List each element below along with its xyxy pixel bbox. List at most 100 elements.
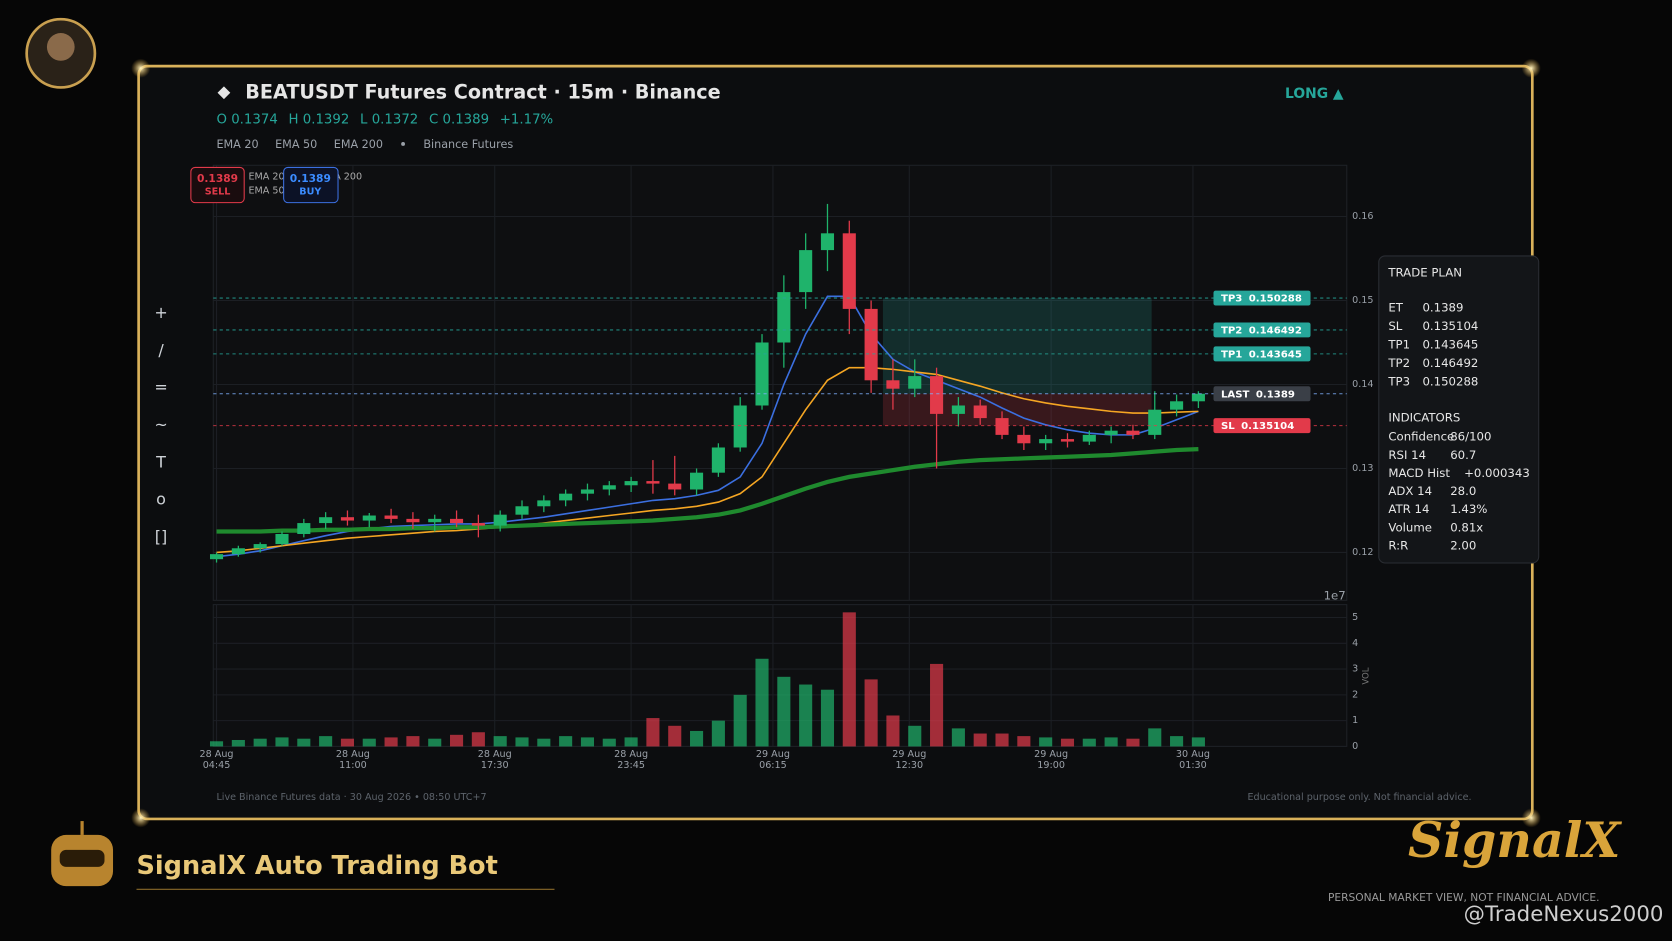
tool-button[interactable]: o [156,490,166,509]
level-value: 0.143645 [1249,349,1302,360]
change: +1.17% [500,112,553,127]
y-tick-label: 0.14 [1352,379,1373,390]
volume-bar [1191,737,1205,747]
candle-body [733,405,747,448]
candle-body [777,292,791,343]
plan-value: 0.146492 [1422,356,1478,370]
legend-ema200: EMA 200 [320,172,362,183]
volume-bar [559,736,573,747]
x-tick-label: 30 Aug 01:30 [1175,749,1210,771]
volume-bar [537,738,551,747]
volume-bar [646,718,660,747]
logo: SignalX [1408,811,1622,869]
level-label: TP1 0.143645 [1221,349,1302,360]
volume-bar [690,730,704,747]
indicator-label: ATR 14 [1388,502,1429,516]
header-ema20: EMA 20 [216,138,258,151]
ohlc-label: H [288,112,298,127]
candle-body [275,533,289,545]
candle-body [559,493,573,501]
x-tick-label: 29 Aug 06:15 [755,749,790,771]
volume-bar [493,736,507,747]
volume-bar [1170,736,1184,747]
ohlc-value: 0.1374 [231,112,278,127]
sparkle [1521,58,1541,78]
y-tick-label: 0.13 [1352,463,1373,474]
volume-bar [973,733,987,747]
candle-body [711,447,725,473]
level-value: 0.146492 [1249,325,1302,336]
ohlc-label: L [360,112,368,127]
tool-button[interactable]: [] [155,527,167,546]
level-name: LAST [1221,389,1250,400]
level-tag [1213,346,1311,362]
level-name: TP1 [1221,349,1242,360]
volume-bar [842,612,856,747]
tool-button[interactable]: / [158,340,164,359]
v-tick-label: 1 [1352,715,1358,726]
indicator-label: Volume [1388,520,1432,534]
indicator-value: 1.43% [1450,502,1487,516]
volume-bar [253,738,267,747]
indicator-value: 60.7 [1450,448,1476,462]
level-label: LAST 0.1389 [1221,389,1295,400]
volume-bar [886,715,900,747]
profit-zone [882,298,1152,394]
avatar-face [46,33,75,61]
buy-box[interactable] [283,166,339,204]
candle-body [515,506,529,515]
buy-label: BUY [299,186,322,197]
tool-button[interactable]: + [154,303,167,322]
volume-bar [515,737,529,747]
candle-body [1170,401,1184,410]
volume-bar [362,738,376,747]
volume-bar [428,738,442,747]
volume-bar [1082,738,1096,747]
indicator-value: 28.0 [1450,484,1476,498]
volume-bar [930,663,944,747]
plan-label: TP2 [1387,356,1410,370]
candle-body [908,376,922,389]
volume-bar [602,738,616,747]
level-tag [1213,418,1311,434]
legend-ema50: EMA 50 [248,185,284,196]
candle-body [428,518,442,523]
indicator-label: MACD Hist [1388,466,1450,480]
x-tick-label: 29 Aug 12:30 [892,749,927,771]
volume-bar [711,720,725,747]
candle-body [406,518,420,523]
v-tick-label: 5 [1352,612,1358,623]
indicator-value: 0.81x [1450,520,1483,534]
candle-body [340,517,354,521]
volume-bar [1017,736,1031,747]
tool-button[interactable]: ~ [154,415,167,434]
robot-visor [59,849,105,867]
candle-body [690,472,704,490]
candle-body [384,515,398,519]
sell-box[interactable] [190,166,245,204]
sparkle [1521,808,1541,828]
dot [401,142,405,146]
volume-bar [319,736,333,747]
tool-button[interactable]: = [154,378,167,397]
volume-bar [668,725,682,747]
sparkle [131,808,151,828]
plan-value: 0.135104 [1422,319,1478,333]
tool-button[interactable]: T [155,452,166,471]
level-value: 0.150288 [1249,294,1302,305]
sparkle [131,58,151,78]
sell-price: 0.1389 [197,172,238,185]
plan-title: TRADE PLAN [1387,265,1462,279]
candle-body [1082,434,1096,442]
candle-body [995,418,1009,435]
candle-body [1148,409,1162,435]
candle-body [471,523,485,526]
candle-body [842,233,856,309]
indicator-label: ADX 14 [1388,484,1432,498]
y-tick-label: 0.16 [1352,211,1373,222]
y-tick-label: 0.12 [1352,547,1373,558]
level-label: SL 0.135104 [1221,421,1294,432]
volume-bar [450,734,464,747]
